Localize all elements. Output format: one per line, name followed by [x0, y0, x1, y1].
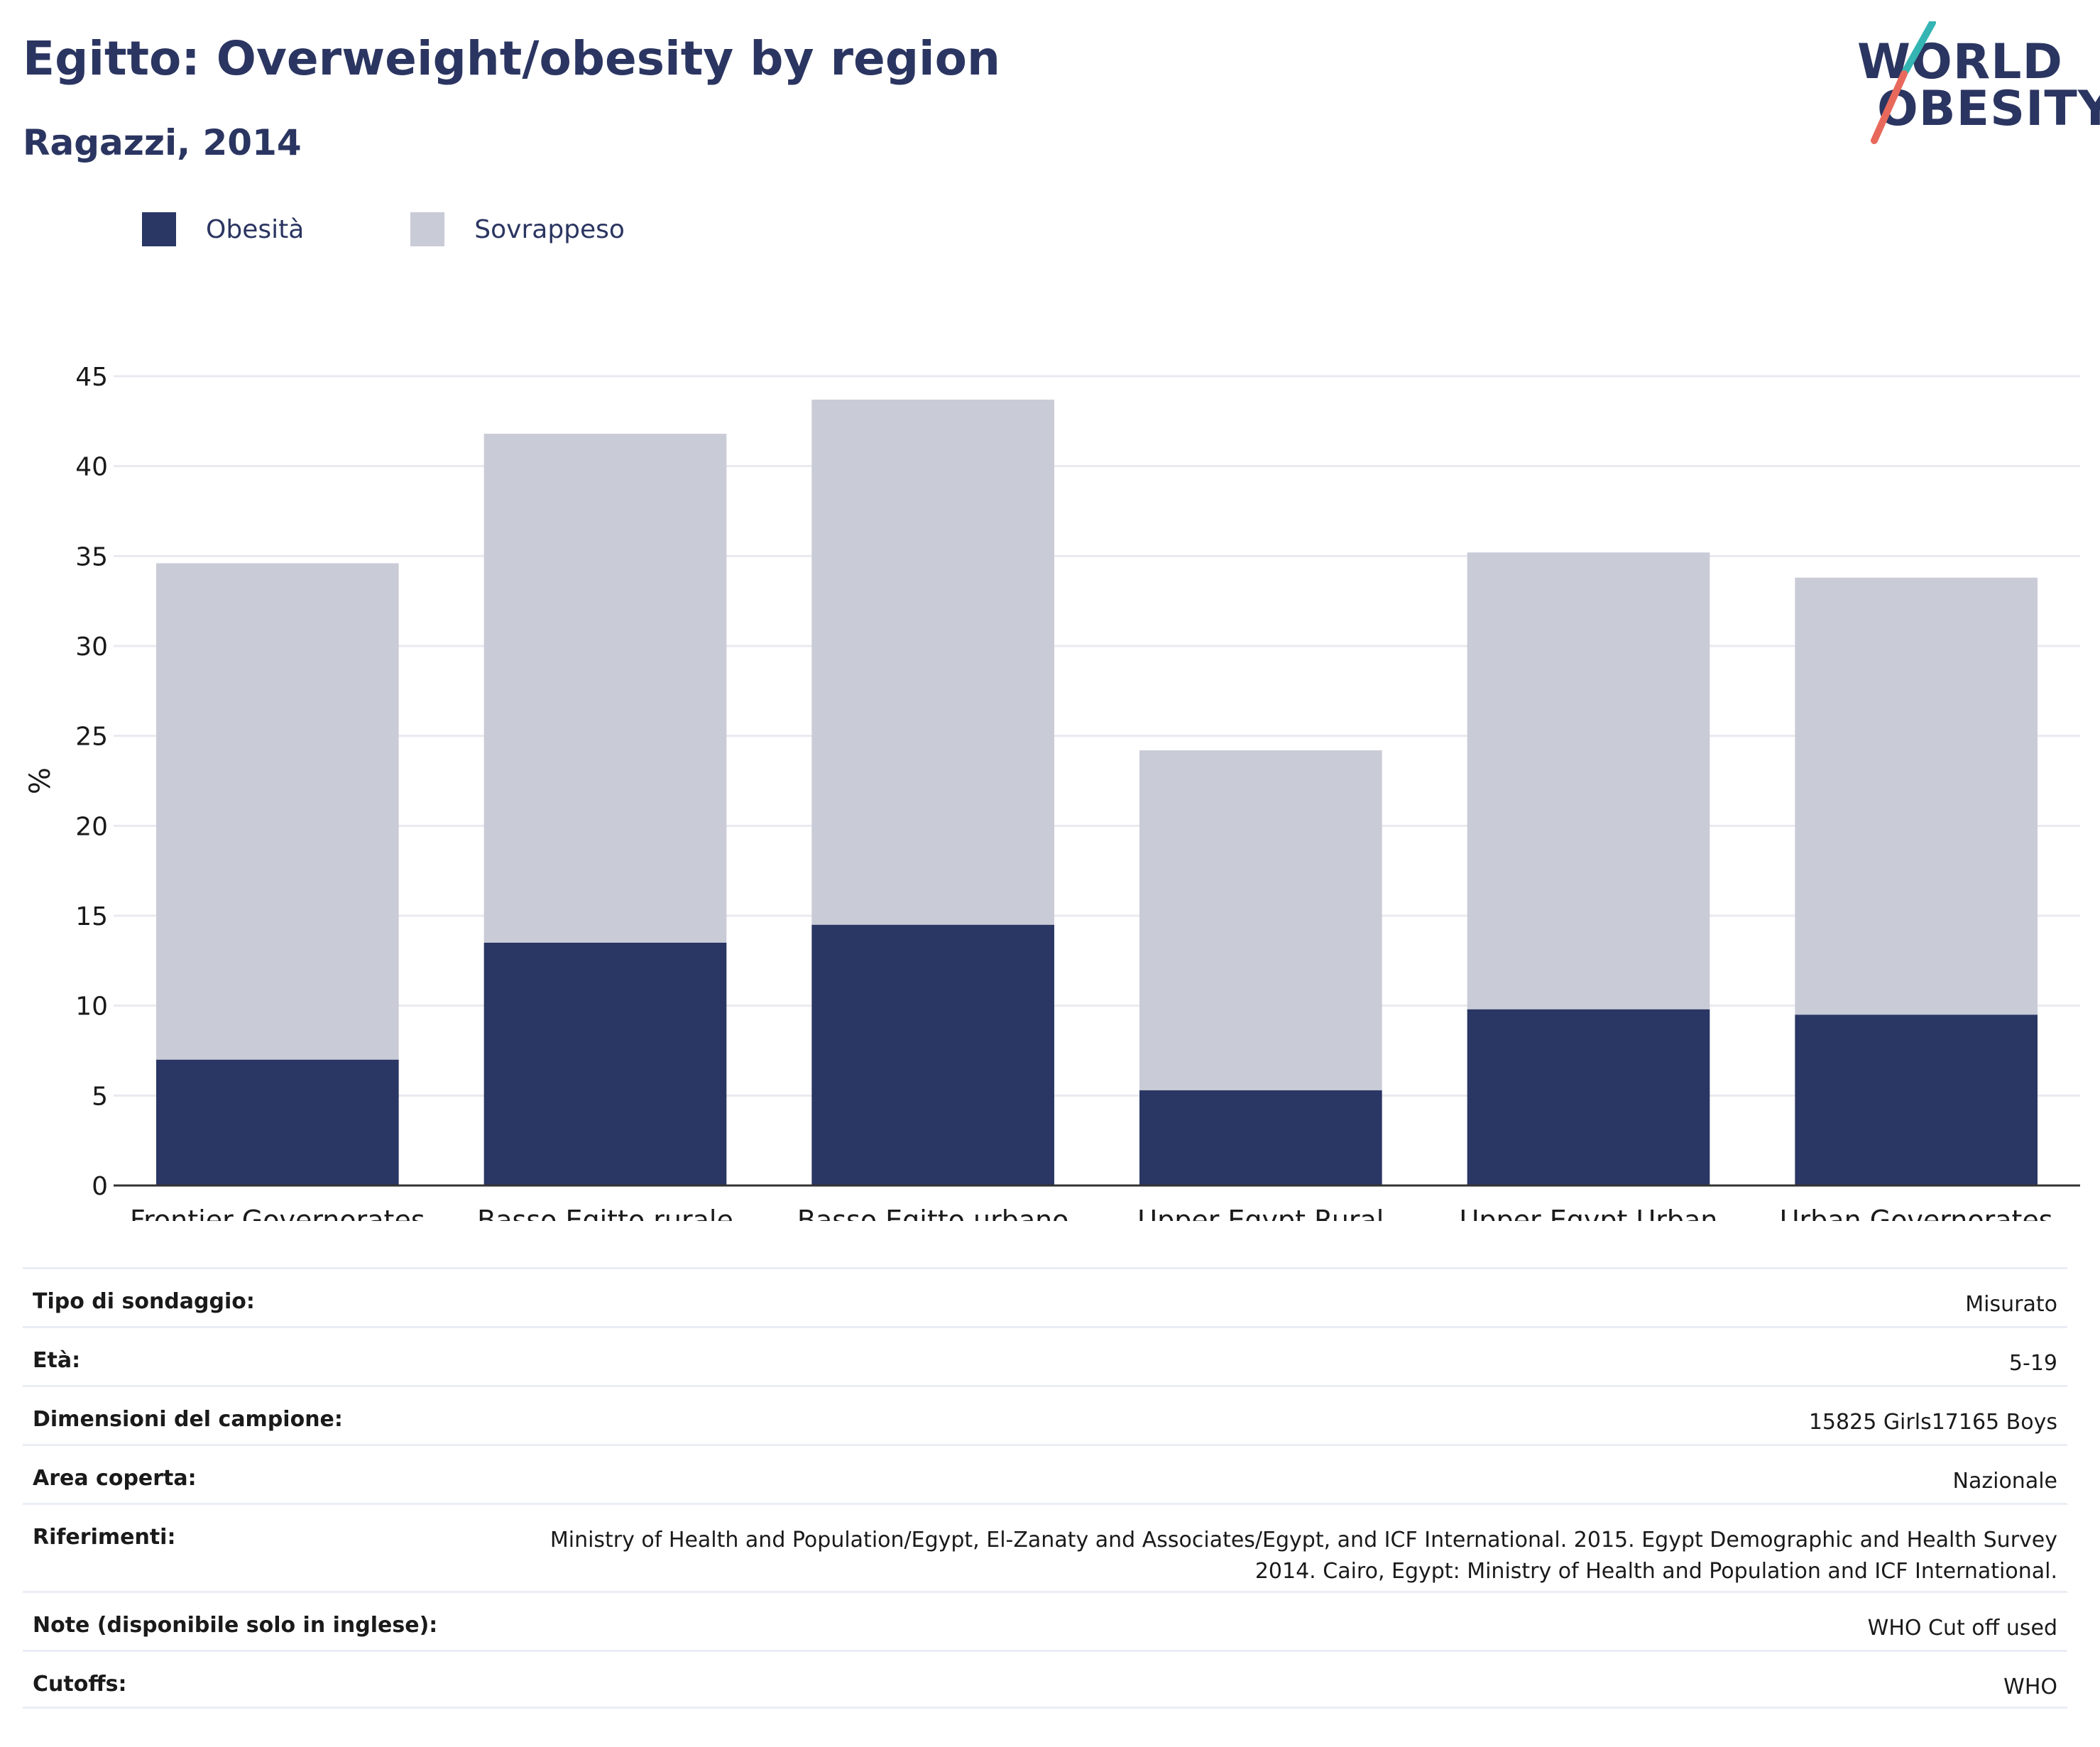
info-row: Tipo di sondaggio: Misurato [23, 1267, 2067, 1326]
x-tick-label: Frontier Governorates [130, 1205, 425, 1221]
bar-overweight[interactable] [811, 399, 1054, 925]
legend-label-overweight: Sovrappeso [474, 214, 625, 244]
info-row: Area coperta: Nazionale [23, 1444, 2067, 1503]
info-value: 15825 Girls17165 Boys [1808, 1410, 2057, 1435]
info-value: Misurato [1965, 1292, 2057, 1317]
bar-overweight[interactable] [483, 434, 727, 943]
y-tick-label: 15 [75, 902, 108, 931]
info-label: Cutoffs: [33, 1672, 127, 1697]
x-tick-label: Urban Governorates [1780, 1205, 2053, 1221]
info-row: Riferimenti: Ministry of Health and Popul… [23, 1503, 2067, 1591]
x-tick-label: Upper Egypt Urban [1460, 1205, 1718, 1221]
bar-overweight[interactable] [156, 563, 399, 1060]
info-label: Dimensioni del campione: [33, 1407, 343, 1432]
x-tick-label: Basso Egitto urbano [797, 1205, 1069, 1221]
bar-obesity[interactable] [1795, 1014, 2038, 1185]
logo-line-2: OBESITY [1877, 81, 2100, 137]
y-tick-label: 30 [75, 632, 108, 662]
bar-obesity[interactable] [483, 943, 727, 1185]
legend-swatch-overweight [410, 212, 445, 246]
info-label: Note (disponibile solo in inglese): [33, 1613, 438, 1638]
bar-overweight[interactable] [1467, 552, 1710, 1009]
info-row: Note (disponibile solo in inglese): WHO C… [23, 1591, 2067, 1650]
legend-label-obesity: Obesità [206, 214, 305, 244]
y-tick-label: 35 [75, 542, 108, 571]
x-tick-label: Basso Egitto rurale [477, 1205, 733, 1221]
survey-info-table: Tipo di sondaggio: Misurato Età: 5-19 Dimens… [23, 1267, 2067, 1709]
y-axis-label: % [24, 767, 57, 794]
legend-item-overweight[interactable]: Sovrappeso [410, 212, 625, 246]
bar-obesity[interactable] [811, 924, 1054, 1185]
bar-overweight[interactable] [1795, 577, 2038, 1015]
legend-item-obesity[interactable]: Obesità [142, 212, 304, 246]
legend-swatch-obesity [142, 212, 176, 246]
info-label: Età: [33, 1348, 81, 1373]
info-value: Ministry of Health and Population/Egypt,… [549, 1528, 2057, 1584]
y-tick-label: 0 [92, 1172, 108, 1201]
logo-line-1: WORLD [1857, 34, 2063, 90]
bar-overweight[interactable] [1139, 750, 1382, 1090]
logo-slash-icon [1871, 21, 1936, 144]
info-row: Età: 5-19 [23, 1326, 2067, 1385]
bar-obesity[interactable] [156, 1059, 399, 1185]
info-row: Dimensioni del campione: 15825 Girls17165… [23, 1385, 2067, 1444]
y-tick-label: 25 [75, 723, 108, 752]
info-row: Cutoffs: WHO [23, 1650, 2067, 1709]
x-tick-label: Upper Egypt Rural [1137, 1205, 1384, 1221]
y-tick-label: 45 [75, 363, 108, 392]
chart-title: Egitto: Overweight/obesity by region [23, 31, 1001, 86]
y-tick-label: 40 [75, 453, 108, 482]
info-value: 5-19 [2008, 1351, 2057, 1376]
info-value: Nazionale [1952, 1469, 2057, 1494]
stacked-bar-chart: 0 5 10 15 20 25 30 35 40 45% Frontier Governorates… [24, 363, 2080, 1221]
bar-obesity[interactable] [1139, 1090, 1382, 1185]
info-value: WHO Cut off used [1867, 1616, 2057, 1641]
info-label: Riferimenti: [33, 1525, 176, 1550]
y-tick-label: 5 [92, 1082, 108, 1111]
info-value: WHO [2003, 1675, 2057, 1699]
world-obesity-logo: WORLD OBESITY [1846, 21, 2100, 149]
bar-obesity[interactable] [1467, 1009, 1710, 1185]
chart-legend: Obesità Sovrappeso [142, 212, 731, 247]
y-tick-label: 10 [75, 992, 108, 1022]
chart-subtitle: Ragazzi, 2014 [23, 122, 302, 163]
info-label: Tipo di sondaggio: [33, 1289, 255, 1314]
info-label: Area coperta: [33, 1466, 197, 1491]
y-tick-label: 20 [75, 812, 108, 841]
